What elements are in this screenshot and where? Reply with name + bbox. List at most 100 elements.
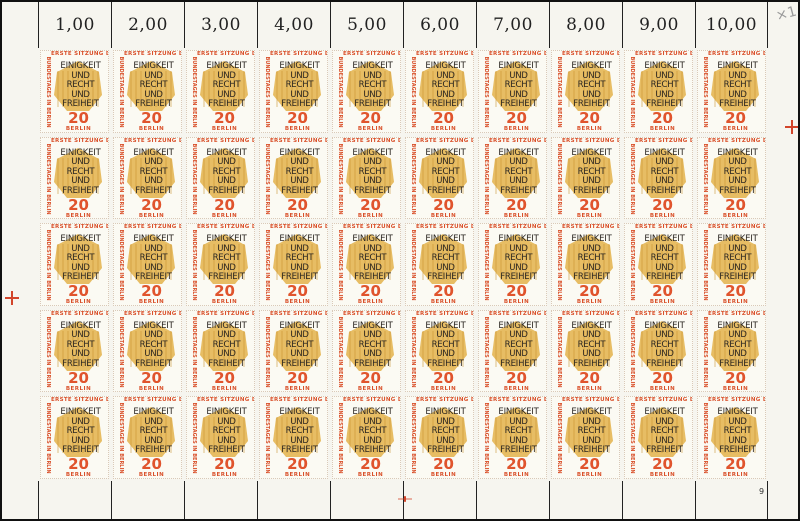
stamp: ERSTE SITZUNG DESBUNDESTAGES IN BERLINEI… (551, 136, 620, 220)
motto-line: UND (71, 435, 90, 446)
stamp: ERSTE SITZUNG DESBUNDESTAGES IN BERLINEI… (478, 396, 547, 479)
eagle-emblem-icon (414, 319, 472, 373)
motto-line: UND (217, 435, 236, 446)
stamp-value: 20 (360, 282, 381, 301)
motto-line: EINIGKEIT (717, 407, 758, 418)
motto-line: UND (71, 330, 90, 341)
motto-line: RECHT (650, 339, 679, 350)
stamp-top-text: ERSTE SITZUNG DES (51, 310, 108, 317)
stamp-motto: EINIGKEIT UND RECHT UND FREIHEIT (420, 148, 471, 197)
motto-line: UND (363, 262, 382, 273)
motto-line: RECHT (577, 80, 606, 90)
stamp-motto: EINIGKEIT UND RECHT UND FREIHEIT (566, 235, 617, 283)
motto-line: FREIHEIT (500, 358, 537, 369)
motto-line: UND (217, 262, 236, 273)
stamp: ERSTE SITZUNG DESBUNDESTAGES IN BERLINEI… (40, 396, 109, 479)
stamp-value: 20 (506, 195, 527, 214)
stamp-city: BERLIN (576, 472, 603, 479)
stamp-motto: EINIGKEIT UND RECHT UND FREIHEIT (639, 235, 690, 283)
stamp-motto: EINIGKEIT UND RECHT UND FREIHEIT (566, 408, 617, 456)
stamp-value: 20 (506, 109, 527, 127)
stamp-city: BERLIN (211, 212, 238, 219)
motto-line: EINIGKEIT (133, 61, 174, 71)
stamp-city: BERLIN (138, 299, 165, 306)
motto-line: FREIHEIT (354, 445, 391, 456)
eagle-emblem-icon (487, 59, 545, 113)
motto-line: EINIGKEIT (717, 320, 758, 331)
stamp: ERSTE SITZUNG DESBUNDESTAGES IN BERLINEI… (40, 50, 109, 133)
motto-line: RECHT (431, 339, 460, 350)
motto-line: UND (728, 89, 747, 100)
motto-line: RECHT (212, 253, 241, 264)
motto-line: FREIHEIT (427, 99, 464, 109)
stamp-value: 20 (579, 282, 600, 301)
stamp-city: BERLIN (357, 126, 384, 132)
motto-line: FREIHEIT (135, 445, 172, 456)
motto-line: RECHT (650, 80, 679, 90)
motto-line: UND (71, 349, 90, 360)
stamp-motto: EINIGKEIT UND RECHT UND FREIHEIT (566, 321, 617, 370)
motto-line: EINIGKEIT (425, 407, 466, 418)
stamp-top-text: ERSTE SITZUNG DES (708, 137, 765, 144)
eagle-emblem-icon (560, 319, 618, 373)
stamp-top-text: ERSTE SITZUNG DES (635, 224, 692, 231)
motto-line: UND (217, 416, 236, 427)
motto-line: RECHT (285, 166, 314, 177)
motto-line: EINIGKEIT (571, 234, 612, 245)
motto-line: RECHT (358, 166, 387, 177)
stamp-top-text: ERSTE SITZUNG DES (416, 397, 473, 404)
stamp: ERSTE SITZUNG DESBUNDESTAGES IN BERLINEI… (259, 396, 328, 479)
stamp-motto: EINIGKEIT UND RECHT UND FREIHEIT (201, 235, 252, 283)
stamp-top-text: ERSTE SITZUNG DES (124, 397, 181, 404)
eagle-emblem-icon (341, 232, 399, 286)
motto-line: UND (509, 89, 528, 100)
stamp-value: 20 (579, 455, 600, 474)
eagle-emblem-icon (560, 146, 618, 200)
stamp-city: BERLIN (357, 385, 384, 392)
motto-line: RECHT (431, 253, 460, 264)
stamp: ERSTE SITZUNG DESBUNDESTAGES IN BERLINEI… (113, 223, 182, 306)
stamp: ERSTE SITZUNG DESBUNDESTAGES IN BERLINEI… (551, 50, 620, 133)
stamp: ERSTE SITZUNG DESBUNDESTAGES IN BERLINEI… (332, 309, 401, 393)
motto-line: UND (71, 176, 90, 187)
stamp: ERSTE SITZUNG DESBUNDESTAGES IN BERLINEI… (332, 50, 401, 133)
motto-line: UND (290, 262, 309, 273)
stamp-value: 20 (360, 109, 381, 127)
motto-line: EINIGKEIT (60, 147, 101, 158)
stamp-top-text: ERSTE SITZUNG DES (51, 137, 108, 144)
stamp: ERSTE SITZUNG DESBUNDESTAGES IN BERLINEI… (697, 50, 766, 133)
motto-line: EINIGKEIT (206, 234, 247, 245)
bottom-margin-cell (549, 481, 622, 519)
motto-line: UND (436, 435, 455, 446)
column-value-label: 10,00 (695, 2, 768, 48)
motto-line: EINIGKEIT (717, 234, 758, 245)
motto-line: FREIHEIT (62, 99, 99, 109)
motto-line: UND (655, 349, 674, 360)
stamp-value: 20 (214, 368, 235, 387)
stamp-value: 20 (68, 282, 89, 301)
motto-line: FREIHEIT (500, 185, 537, 196)
motto-line: FREIHEIT (719, 358, 756, 369)
motto-line: UND (71, 89, 90, 100)
motto-line: UND (363, 243, 382, 254)
motto-line: FREIHEIT (427, 185, 464, 196)
stamp-top-text: ERSTE SITZUNG DES (416, 137, 473, 144)
motto-line: FREIHEIT (427, 272, 464, 283)
motto-line: UND (509, 349, 528, 360)
stamp-value: 20 (360, 455, 381, 474)
stamp-value: 20 (214, 195, 235, 214)
motto-line: UND (290, 176, 309, 187)
motto-line: UND (71, 416, 90, 427)
eagle-emblem-icon (633, 59, 691, 113)
motto-line: UND (509, 416, 528, 427)
eagle-emblem-icon (414, 232, 472, 286)
stamp-top-text: ERSTE SITZUNG DES (708, 397, 765, 404)
stamp-value: 20 (579, 195, 600, 214)
motto-line: FREIHEIT (573, 445, 610, 456)
eagle-emblem-icon (341, 59, 399, 113)
stamp: ERSTE SITZUNG DESBUNDESTAGES IN BERLINEI… (332, 396, 401, 479)
bottom-margin-row (38, 481, 768, 519)
stamp-city: BERLIN (503, 299, 530, 306)
motto-line: UND (582, 157, 601, 168)
motto-line: UND (144, 89, 163, 100)
